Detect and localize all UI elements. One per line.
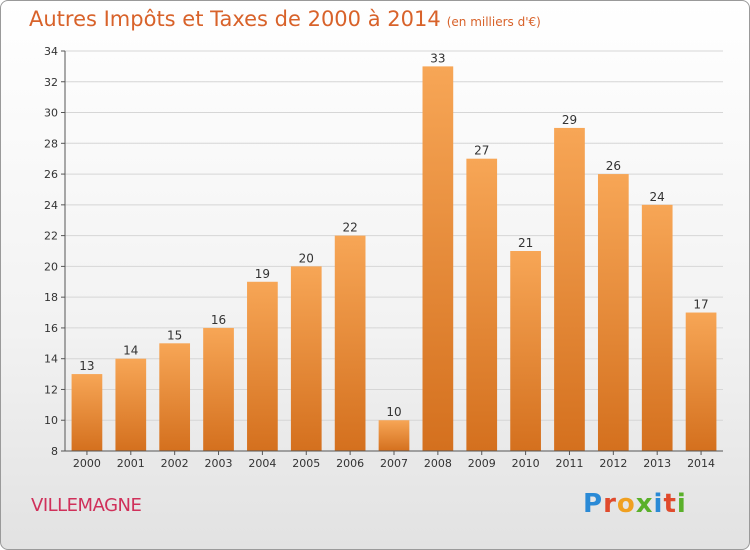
logo-letter: t (663, 489, 677, 519)
x-tick-label: 2010 (512, 457, 540, 470)
bar-value-label: 27 (474, 144, 489, 158)
y-tick-label: 20 (44, 260, 58, 273)
x-tick-label: 2012 (599, 457, 627, 470)
chart-subtitle: (en milliers d'€) (446, 15, 541, 29)
chart-title: Autres Impôts et Taxes de 2000 à 2014 (en… (29, 7, 541, 31)
logo-letter: r (603, 489, 617, 519)
bar-value-label: 26 (606, 159, 621, 173)
bar-value-label: 21 (518, 236, 533, 250)
x-tick-label: 2006 (336, 457, 364, 470)
x-tick-label: 2008 (424, 457, 452, 470)
bar (641, 204, 673, 451)
bar (290, 266, 322, 451)
bar (71, 374, 103, 451)
proxiti-logo: Proxiti (583, 489, 687, 519)
y-tick-label: 26 (44, 168, 58, 181)
bar (597, 174, 629, 452)
logo-letter: P (583, 489, 604, 519)
x-tick-label: 2007 (380, 457, 408, 470)
bar-value-label: 29 (562, 113, 577, 127)
bar-value-label: 17 (693, 298, 708, 312)
bar-value-label: 13 (79, 359, 94, 373)
bar-value-label: 10 (386, 405, 401, 419)
logo-letter: i (653, 489, 664, 519)
x-tick-label: 2005 (292, 457, 320, 470)
city-name: VILLEMAGNE (31, 495, 142, 516)
x-tick-label: 2013 (643, 457, 671, 470)
bar (159, 343, 191, 451)
x-tick-label: 2014 (687, 457, 715, 470)
bar (554, 127, 585, 451)
chart-title-text: Autres Impôts et Taxes de 2000 à 2014 (29, 7, 441, 31)
y-tick-label: 34 (44, 45, 58, 58)
x-tick-label: 2002 (161, 457, 189, 470)
y-tick-label: 16 (44, 322, 58, 335)
bar-value-label: 33 (430, 51, 445, 65)
x-tick-label: 2000 (73, 457, 101, 470)
y-tick-label: 32 (44, 76, 58, 89)
bar-value-label: 14 (123, 344, 138, 358)
x-tick-label: 2009 (468, 457, 496, 470)
x-tick-label: 2004 (248, 457, 276, 470)
bar-value-label: 15 (167, 328, 182, 342)
x-tick-label: 2001 (117, 457, 145, 470)
y-tick-label: 22 (44, 230, 58, 243)
y-tick-label: 14 (44, 353, 58, 366)
bar (247, 281, 278, 451)
bar (510, 251, 541, 451)
bar-value-label: 16 (211, 313, 226, 327)
bar (466, 158, 498, 451)
y-tick-label: 30 (44, 107, 58, 120)
y-tick-label: 24 (44, 199, 58, 212)
y-tick-label: 8 (51, 445, 58, 458)
y-tick-label: 12 (44, 383, 58, 396)
y-tick-label: 28 (44, 137, 58, 150)
logo-letter: i (676, 489, 687, 519)
x-tick-label: 2003 (205, 457, 233, 470)
logo-letter: x (635, 489, 654, 519)
y-tick-label: 10 (44, 414, 58, 427)
bar-value-label: 20 (299, 251, 314, 265)
bar-value-label: 22 (342, 221, 357, 235)
x-tick-label: 2011 (555, 457, 583, 470)
bar (203, 327, 234, 451)
bar (115, 358, 147, 451)
logo-letter: o (616, 489, 636, 519)
bar (422, 66, 454, 451)
bar-value-label: 24 (650, 190, 665, 204)
y-tick-label: 18 (44, 291, 58, 304)
bar (334, 235, 366, 451)
bar (378, 420, 410, 451)
bar-value-label: 19 (255, 267, 270, 281)
bar (685, 312, 717, 451)
